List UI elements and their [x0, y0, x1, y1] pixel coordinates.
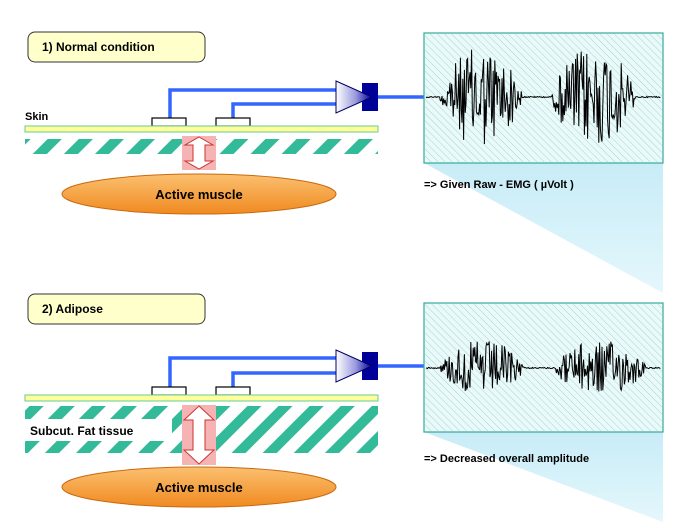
panel-title-box	[27, 31, 206, 63]
electrode-icon	[215, 117, 251, 127]
electrode-wire-2	[231, 371, 343, 387]
electrode-icon	[151, 386, 187, 396]
electrode-icon	[151, 117, 187, 127]
electrode-wire-1	[168, 88, 343, 118]
panel-title: 2) Adipose	[42, 302, 103, 316]
signal-shadow	[424, 163, 663, 293]
muscle	[61, 173, 337, 215]
panel-title-box	[27, 293, 206, 325]
muscle	[61, 466, 337, 508]
amplifier-icon	[335, 349, 378, 383]
amplifier-icon	[335, 80, 378, 114]
panel-title: 1) Normal condition	[42, 40, 155, 54]
muscle-label: Active muscle	[155, 187, 242, 202]
double-arrow-icon	[182, 405, 216, 465]
electrode-icon	[215, 386, 251, 396]
result-label: => Given Raw - EMG ( µVolt )	[424, 179, 574, 191]
muscle-label: Active muscle	[155, 480, 242, 495]
skin-layer	[24, 394, 379, 402]
signal-shadow	[424, 432, 663, 522]
electrode-wire-2	[231, 102, 343, 118]
panel-normal-condition: 1) Normal condition Skin Active muscle	[24, 31, 664, 293]
result-label: => Decreased overall amplitude	[424, 453, 589, 465]
skin-label: Skin	[25, 111, 49, 123]
skin-layer	[24, 125, 379, 133]
fat-tissue-label: Subcut. Fat tissue	[30, 424, 134, 438]
panel-adipose: 2) Adipose Subcut. Fat tissue Active mus…	[24, 293, 664, 522]
emg-signal-trace	[425, 341, 661, 392]
fat-label-bg	[25, 419, 172, 441]
double-arrow-icon	[182, 136, 216, 170]
electrode-wire-1	[168, 356, 343, 387]
emg-signal-trace	[425, 49, 661, 145]
